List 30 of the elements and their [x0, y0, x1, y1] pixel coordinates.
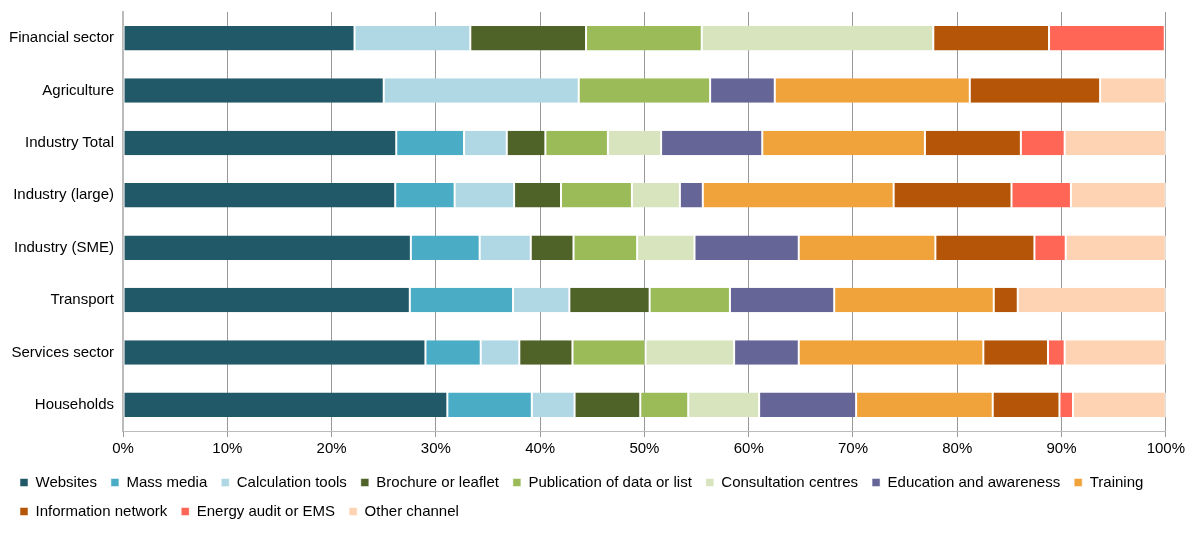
- x-tick-label: 20%: [316, 439, 347, 457]
- x-tick-label: 50%: [629, 439, 660, 457]
- legend-label: Brochure or leaflet: [376, 472, 500, 490]
- y-tick-label: Households: [34, 394, 115, 412]
- x-tick-label: 60%: [733, 439, 764, 457]
- legend-label: Websites: [35, 472, 97, 490]
- y-tick-label: Agriculture: [42, 80, 115, 98]
- legend-label: Other channel: [364, 501, 459, 519]
- legend-label: Mass media: [126, 472, 208, 490]
- legend-label: Energy audit or EMS: [196, 501, 336, 519]
- y-tick-label: Transport: [50, 290, 115, 308]
- legend-label: Education and awareness: [887, 472, 1061, 490]
- legend-label: Consultation centres: [721, 472, 859, 490]
- y-tick-label: Services sector: [11, 342, 115, 360]
- legend-label: Information network: [35, 501, 168, 519]
- x-tick-label: 80%: [942, 439, 973, 457]
- x-tick-label: 30%: [420, 439, 451, 457]
- y-tick-label: Financial sector: [9, 28, 115, 46]
- legend-label: Publication of data or list: [528, 472, 693, 490]
- y-tick-label: Industry (large): [13, 185, 115, 203]
- y-tick-label: Industry Total: [25, 133, 115, 151]
- x-tick-label: 90%: [1046, 439, 1077, 457]
- legend-label: Calculation tools: [236, 472, 347, 490]
- legend-label: Training: [1089, 472, 1144, 490]
- x-tick-label: 10%: [212, 439, 243, 457]
- x-tick-label: 0%: [112, 439, 134, 457]
- x-tick-label: 70%: [837, 439, 868, 457]
- y-tick-label: Industry (SME): [14, 237, 115, 255]
- x-tick-label: 100%: [1146, 439, 1186, 457]
- x-tick-label: 40%: [525, 439, 556, 457]
